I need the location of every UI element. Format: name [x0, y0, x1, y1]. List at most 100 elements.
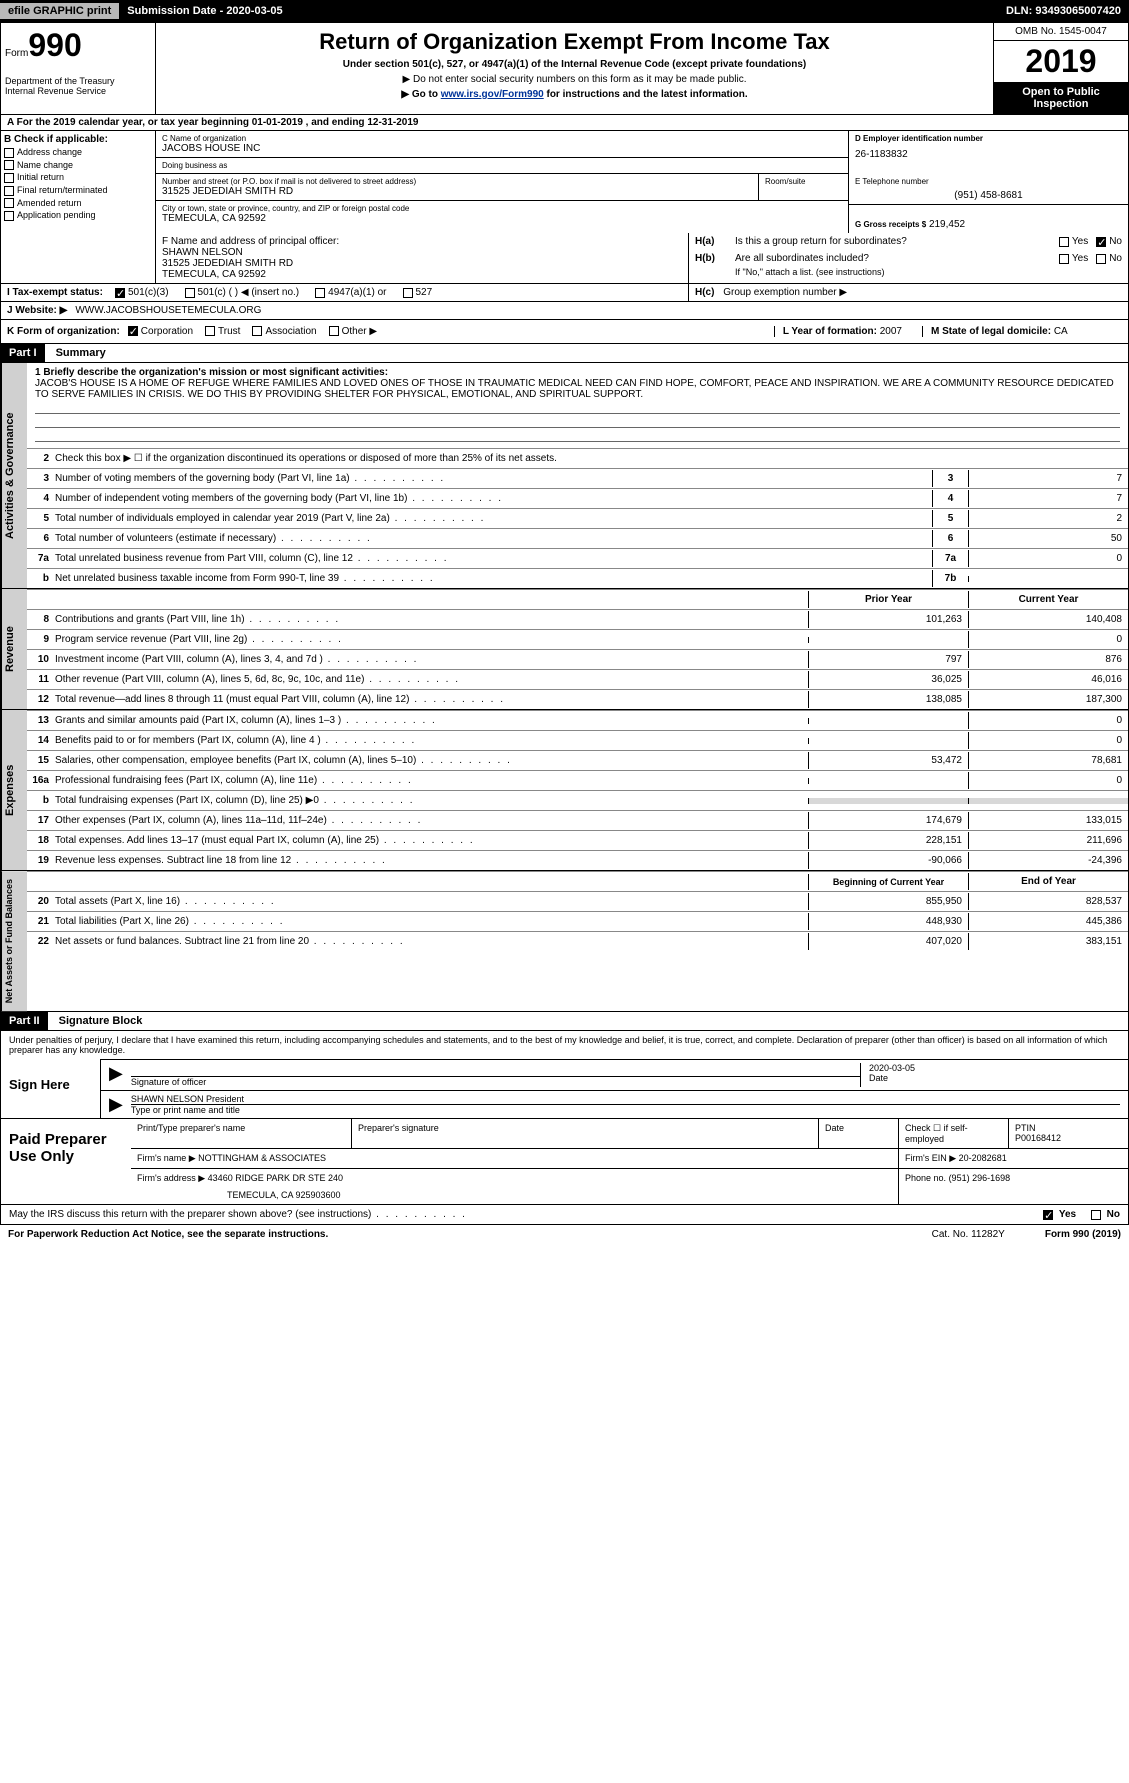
line-11: 11Other revenue (Part VIII, column (A), …	[27, 669, 1128, 689]
line-9: 9Program service revenue (Part VIII, lin…	[27, 629, 1128, 649]
dept-label: Department of the Treasury Internal Reve…	[5, 76, 151, 96]
signature-block: Under penalties of perjury, I declare th…	[0, 1031, 1129, 1119]
street-value: 31525 JEDEDIAH SMITH RD	[162, 186, 752, 197]
ha-label: H(a)	[695, 236, 735, 247]
checkbox-icon[interactable]	[252, 326, 262, 336]
checkbox-icon[interactable]	[329, 326, 339, 336]
checkbox-checked-icon[interactable]	[1043, 1210, 1053, 1220]
checkbox-checked-icon[interactable]	[128, 326, 138, 336]
sections-c-through-g: C Name of organization JACOBS HOUSE INC …	[156, 131, 1128, 233]
sign-here-label: Sign Here	[1, 1059, 101, 1118]
omb-number: OMB No. 1545-0047	[994, 23, 1128, 41]
checkbox-icon[interactable]	[1059, 254, 1069, 264]
print-name-label: Print/Type preparer's name	[131, 1119, 351, 1148]
sections-f-h: F Name and address of principal officer:…	[0, 233, 1129, 284]
sections-b-through-g: B Check if applicable: Address change Na…	[0, 131, 1129, 233]
line-b: bTotal fundraising expenses (Part IX, co…	[27, 790, 1128, 810]
line-17: 17Other expenses (Part IX, column (A), l…	[27, 810, 1128, 830]
irs-question: May the IRS discuss this return with the…	[9, 1209, 467, 1220]
efile-label: efile GRAPHIC print	[0, 3, 119, 19]
line-19: 19Revenue less expenses. Subtract line 1…	[27, 850, 1128, 870]
gross-value: 219,452	[929, 219, 965, 230]
cb-name-change: Name change	[4, 160, 152, 171]
checkbox-icon[interactable]	[1059, 237, 1069, 247]
hc-text: Group exemption number ▶	[723, 287, 847, 298]
checkbox-icon[interactable]	[185, 288, 195, 298]
checkbox-icon[interactable]	[4, 173, 14, 183]
column-headers-1: Prior Year Current Year	[27, 589, 1128, 609]
submission-date: Submission Date - 2020-03-05	[119, 3, 290, 19]
section-b-header: B Check if applicable:	[4, 134, 152, 145]
checkbox-checked-icon[interactable]	[1096, 237, 1106, 247]
form-header: Form990 Department of the Treasury Inter…	[0, 22, 1129, 115]
checkbox-checked-icon[interactable]	[115, 288, 125, 298]
form-footer: Form 990 (2019)	[1045, 1229, 1121, 1240]
cb-amended: Amended return	[4, 198, 152, 209]
section-l: L Year of formation: 2007	[774, 326, 902, 337]
phone-value: (951) 458-8681	[855, 190, 1122, 201]
form-number: 990	[28, 27, 81, 63]
section-m: M State of legal domicile: CA	[922, 326, 1122, 337]
hb-text: Are all subordinates included?	[735, 253, 1059, 264]
line-13: 13Grants and similar amounts paid (Part …	[27, 710, 1128, 730]
self-employed-label: Check ☐ if self-employed	[898, 1119, 1008, 1148]
city-cell: City or town, state or province, country…	[156, 201, 848, 227]
firm-name-cell: Firm's name ▶ NOTTINGHAM & ASSOCIATES	[131, 1149, 898, 1168]
gross-label: G Gross receipts $	[855, 220, 926, 229]
hb-note: If "No," attach a list. (see instruction…	[689, 267, 1128, 280]
k-label: K Form of organization:	[7, 326, 120, 337]
column-headers-2: Beginning of Current Year End of Year	[27, 871, 1128, 891]
cb-address-change: Address change	[4, 147, 152, 158]
line-16a: 16aProfessional fundraising fees (Part I…	[27, 770, 1128, 790]
tax-year: 2019	[994, 41, 1128, 82]
line-15: 15Salaries, other compensation, employee…	[27, 750, 1128, 770]
website-label: J Website: ▶	[7, 305, 67, 316]
ein-value: 26-1183832	[855, 149, 1122, 160]
checkbox-icon[interactable]	[1091, 1210, 1101, 1220]
section-d: D Employer identification number 26-1183…	[848, 131, 1128, 174]
checkbox-icon[interactable]	[4, 198, 14, 208]
checkbox-icon[interactable]	[1096, 254, 1106, 264]
org-name-cell: C Name of organization JACOBS HOUSE INC	[156, 131, 848, 158]
checkbox-icon[interactable]	[4, 148, 14, 158]
city-value: TEMECULA, CA 92592	[162, 213, 842, 224]
gross-receipts-cell: G Gross receipts $ 219,452	[849, 205, 1128, 233]
line-4: 4Number of independent voting members of…	[27, 488, 1128, 508]
end-year-header: End of Year	[968, 873, 1128, 890]
line-5: 5Total number of individuals employed in…	[27, 508, 1128, 528]
part-1-label: Part I	[1, 344, 45, 362]
section-h: H(a) Is this a group return for subordin…	[688, 233, 1128, 283]
cb-pending: Application pending	[4, 210, 152, 221]
mission-label: 1 Briefly describe the organization's mi…	[35, 367, 1120, 378]
sections-e-g: E Telephone number (951) 458-8681 G Gros…	[848, 174, 1128, 233]
line-18: 18Total expenses. Add lines 13–17 (must …	[27, 830, 1128, 850]
checkbox-icon[interactable]	[4, 211, 14, 221]
org-name-label: C Name of organization	[162, 134, 842, 143]
firm-ein-cell: Firm's EIN ▶ 20-2082681	[898, 1149, 1128, 1168]
checkbox-icon[interactable]	[4, 186, 14, 196]
arrow-icon: ▶	[109, 1094, 123, 1115]
sub3-post: for instructions and the latest informat…	[544, 89, 748, 100]
subtitle-3: ▶ Go to www.irs.gov/Form990 for instruct…	[166, 89, 983, 100]
part-1-title: Summary	[48, 347, 106, 359]
period-row: A For the 2019 calendar year, or tax yea…	[0, 115, 1129, 131]
net-assets-section: Net Assets or Fund Balances Beginning of…	[0, 871, 1129, 1012]
form-prefix: Form	[5, 48, 28, 59]
activities-governance-section: Activities & Governance 1 Briefly descri…	[0, 363, 1129, 589]
checkbox-icon[interactable]	[403, 288, 413, 298]
prep-sig-label: Preparer's signature	[351, 1119, 818, 1148]
sub3-pre: ▶ Go to	[401, 89, 440, 100]
sign-date: 2020-03-05	[869, 1063, 1120, 1073]
sig-officer-label: Signature of officer	[131, 1077, 860, 1087]
checkbox-icon[interactable]	[4, 160, 14, 170]
checkbox-icon[interactable]	[315, 288, 325, 298]
irs-link[interactable]: www.irs.gov/Form990	[441, 89, 544, 100]
street-label: Number and street (or P.O. box if mail i…	[162, 177, 752, 186]
current-year-header: Current Year	[968, 591, 1128, 608]
room-cell: Room/suite	[758, 174, 848, 201]
checkbox-icon[interactable]	[205, 326, 215, 336]
officer-addr1: 31525 JEDEDIAH SMITH RD	[162, 258, 682, 269]
line-22: 22Net assets or fund balances. Subtract …	[27, 931, 1128, 951]
mission-block: 1 Briefly describe the organization's mi…	[27, 363, 1128, 448]
line-2: 2 Check this box ▶ ☐ if the organization…	[27, 448, 1128, 468]
